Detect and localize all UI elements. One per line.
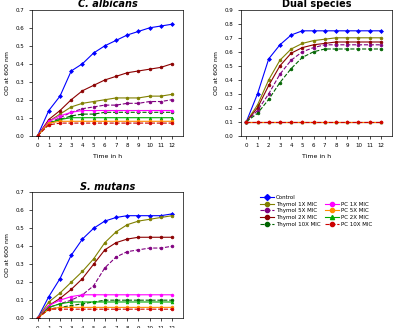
X-axis label: Time in h: Time in h: [302, 154, 331, 159]
Y-axis label: OD at 600 nm: OD at 600 nm: [5, 233, 10, 277]
Title: S. mutans: S. mutans: [80, 181, 135, 192]
Y-axis label: OD at 600 nm: OD at 600 nm: [5, 51, 10, 95]
Y-axis label: OD at 600 nm: OD at 600 nm: [214, 51, 219, 95]
Title: Dual species: Dual species: [282, 0, 351, 9]
Title: C. albicans: C. albicans: [78, 0, 138, 9]
X-axis label: Time in h: Time in h: [93, 154, 122, 159]
Legend: Control, Thymol 1X MIC, Thymol 5X MIC, Thymol 2X MIC, Thymol 10X MIC, , PC 1X MI: Control, Thymol 1X MIC, Thymol 5X MIC, T…: [260, 195, 373, 227]
